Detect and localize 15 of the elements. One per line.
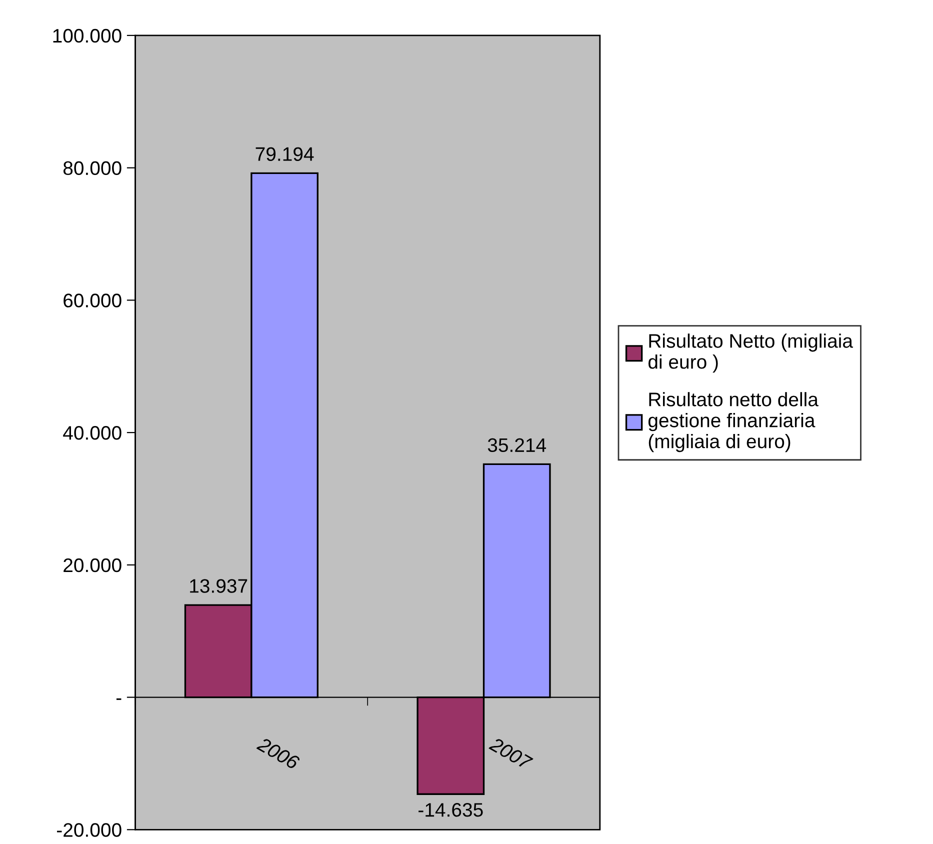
legend-label: Risultato netto della gestione finanziaria (migliaia di euro) — [648, 392, 818, 452]
data-label: 13.937 — [190, 579, 248, 593]
x-tick-label: 2007 — [488, 736, 534, 770]
y-tick-label: 60.000 — [64, 294, 122, 308]
legend-label: Risultato Netto (migliaia di euro ) — [648, 334, 853, 373]
y-tick-label: 20.000 — [64, 558, 122, 572]
y-tick-label: 80.000 — [63, 161, 122, 176]
data-label: 79.194 — [256, 147, 314, 161]
x-tick-label: 2006 — [256, 736, 301, 770]
y-tick-label: - — [116, 698, 122, 700]
data-label: -14.635 — [418, 802, 483, 817]
y-tick-label: 100.000 — [53, 28, 122, 43]
y-tick-label: 40.000 — [63, 426, 122, 440]
y-tick-label: -20.000 — [57, 823, 122, 837]
data-label: 35.214 — [488, 438, 546, 452]
